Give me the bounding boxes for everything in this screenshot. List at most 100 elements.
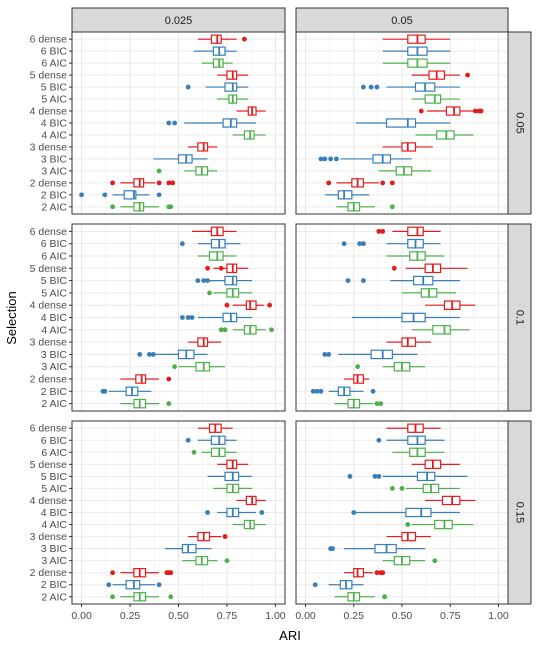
outlier-point <box>147 352 152 357</box>
outlier-point <box>382 594 388 600</box>
box <box>245 300 257 310</box>
outlier-point <box>201 278 207 283</box>
box-3-dense <box>382 142 433 152</box>
panel <box>295 420 509 605</box>
y-tick-label: 6 BIC <box>41 238 68 250</box>
box-3-bic <box>164 543 212 554</box>
box-6-bic <box>382 46 451 56</box>
outlier-point <box>368 84 374 90</box>
box-4-bic <box>351 312 460 323</box>
box-2-aic <box>334 592 388 602</box>
box-3-bic <box>153 154 208 164</box>
box-5-dense <box>411 70 470 80</box>
outlier-point <box>389 180 395 186</box>
outlier-point <box>222 327 228 333</box>
box <box>372 154 392 164</box>
box-5-dense <box>217 459 249 470</box>
outlier-point <box>79 192 84 198</box>
row-strip-label: 0.1 <box>514 310 526 325</box>
y-tick-label: 2 BIC <box>41 386 68 398</box>
y-tick-label: 3 BIC <box>41 349 68 361</box>
outlier-point <box>137 352 143 357</box>
box-6-dense <box>382 34 451 44</box>
box-4-aic <box>232 130 266 140</box>
outlier-point <box>374 570 380 576</box>
box <box>424 94 442 104</box>
y-tick-label: 2 AIC <box>41 591 67 603</box>
box-3-bic <box>318 154 412 164</box>
box <box>401 142 417 152</box>
outlier-point <box>312 582 318 588</box>
y-tick-label: 3 BIC <box>41 543 68 555</box>
box-5-aic <box>207 288 253 298</box>
box-6-aic <box>392 447 445 457</box>
box-3-dense <box>386 337 431 347</box>
box-5-aic <box>389 483 460 494</box>
box-5-bic <box>347 471 468 482</box>
x-tick-label: 0.00 <box>295 610 316 622</box>
box-3-aic <box>172 361 226 372</box>
box-3-aic <box>182 555 230 566</box>
outlier-point <box>102 388 108 394</box>
outlier-point <box>156 582 162 588</box>
outlier-point <box>110 570 115 576</box>
y-tick-label: 5 BIC <box>41 275 68 287</box>
outlier-point <box>318 388 324 394</box>
box-2-aic <box>120 398 172 409</box>
box-2-dense <box>344 374 370 384</box>
box-2-dense <box>344 568 386 578</box>
panel <box>295 223 509 412</box>
box-2-aic <box>110 592 174 602</box>
y-tick-label: 6 AIC <box>41 58 67 70</box>
outlier-point <box>102 192 108 198</box>
x-tick-label: 1.00 <box>488 610 509 622</box>
outlier-point <box>389 486 395 491</box>
outlier-point <box>361 278 366 283</box>
box-6-aic <box>382 58 451 68</box>
panel <box>71 223 286 412</box>
outlier-point <box>328 156 334 162</box>
outlier-point <box>191 449 197 455</box>
y-tick-label: 5 AIC <box>41 483 67 495</box>
box <box>441 495 461 506</box>
box <box>370 349 393 360</box>
outlier-point <box>380 228 386 234</box>
outlier-point <box>110 594 115 600</box>
x-tick-label: 0.75 <box>440 610 461 622</box>
box-5-dense <box>205 263 249 274</box>
y-tick-label: 2 dense <box>30 374 68 386</box>
box <box>222 312 238 323</box>
outlier-point <box>374 401 380 407</box>
box <box>123 190 137 200</box>
outlier-point <box>374 84 380 90</box>
box <box>224 471 240 482</box>
outlier-point <box>205 265 210 271</box>
x-tick-label: 0.50 <box>392 610 413 622</box>
x-tick-label: 0.00 <box>71 610 92 622</box>
y-tick-label: 4 BIC <box>41 312 68 324</box>
box <box>445 106 461 116</box>
box-4-dense <box>236 495 266 506</box>
column-strip <box>295 7 509 33</box>
box-4-aic <box>415 130 474 140</box>
y-tick-label: 5 dense <box>30 70 68 82</box>
box <box>416 471 436 482</box>
box <box>401 337 417 347</box>
outlier-point <box>195 278 201 283</box>
box-3-dense <box>386 531 431 542</box>
y-tick-label: 2 BIC <box>41 189 68 201</box>
outlier-point <box>179 241 185 247</box>
outlier-point <box>418 108 424 114</box>
outlier-point <box>361 84 366 90</box>
box-5-aic <box>411 94 460 104</box>
box <box>135 374 147 384</box>
y-tick-label: 2 BIC <box>41 579 68 591</box>
box-6-dense <box>192 226 237 237</box>
outlier-point <box>106 582 112 588</box>
outlier-point <box>389 204 395 210</box>
outlier-point <box>478 108 484 114</box>
outlier-point <box>156 168 162 174</box>
y-tick-label: 4 dense <box>30 106 68 118</box>
box-2-bic <box>312 580 364 590</box>
outlier-point <box>391 265 397 271</box>
